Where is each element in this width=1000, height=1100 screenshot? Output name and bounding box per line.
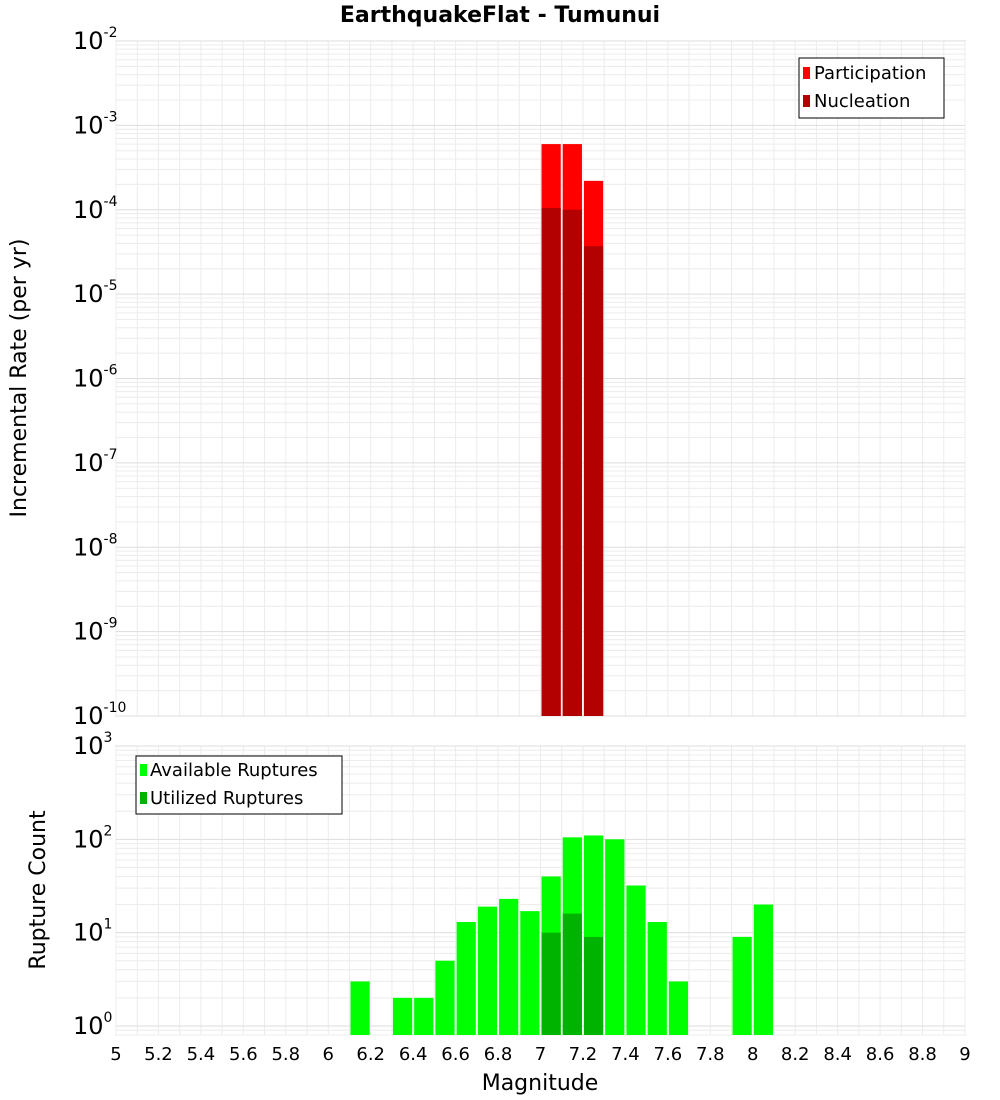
available-ruptures-bar: [499, 898, 519, 1035]
x-axis-title: Magnitude: [482, 1071, 599, 1096]
rate-y-ticks: 10-10 10-9 10-8 10-7 10-6 10-5 10-4 10-3 10-2: [73, 25, 126, 730]
utilized-ruptures-bar: [562, 913, 582, 1035]
available-ruptures-bar: [647, 922, 667, 1035]
utilized-ruptures-bar: [583, 936, 604, 1035]
x-tick-label: 8: [747, 1044, 758, 1065]
count-y-tick-label: 103: [73, 730, 112, 760]
x-tick-label: 6.6: [441, 1044, 470, 1065]
rate-y-tick-label: 10-7: [73, 447, 118, 477]
available-ruptures-bar: [605, 839, 625, 1035]
x-tick-label: 8.6: [866, 1044, 895, 1065]
participation-legend-label: Participation: [814, 63, 926, 84]
x-tick-label: 7.8: [696, 1044, 725, 1065]
count-x-ticks: 5 5.2 5.4 5.6 5.8 6 6.2 6.4 6.6 6.8 7 7.2 7.4 7.6 7.8 8…: [110, 1044, 970, 1065]
x-tick-label: 6.4: [399, 1044, 428, 1065]
count-grid: [115, 745, 966, 1036]
available-ruptures-bar: [414, 997, 434, 1035]
available-ruptures-bar: [520, 911, 540, 1035]
count-legend-box: [135, 755, 343, 815]
rate-y-tick-label: 10-5: [73, 278, 118, 308]
rate-grid: [115, 40, 966, 717]
x-tick-label: 6: [323, 1044, 334, 1065]
x-tick-label: 5.4: [187, 1044, 216, 1065]
available-swatch: [140, 764, 147, 776]
x-tick-label: 8.4: [823, 1044, 852, 1065]
x-tick-label: 9: [959, 1044, 970, 1065]
x-tick-label: 6.2: [356, 1044, 385, 1065]
count-y-axis-title: Rupture Count: [26, 810, 51, 970]
nucleation-bar: [562, 209, 582, 716]
nucleation-bar: [583, 246, 604, 716]
rate-y-axis-title: Incremental Rate (per yr): [7, 239, 32, 518]
rate-legend: Participation Nucleation: [798, 57, 945, 119]
x-tick-label: 5.2: [144, 1044, 173, 1065]
rate-y-tick-label: 10-10: [73, 700, 126, 730]
available-ruptures-bar: [477, 906, 498, 1035]
count-y-tick-label: 101: [73, 917, 112, 947]
x-tick-label: 7.2: [569, 1044, 598, 1065]
available-ruptures-bar: [435, 960, 455, 1035]
available-ruptures-bar: [350, 981, 370, 1035]
available-ruptures-bar: [456, 922, 476, 1035]
nucleation-legend-label: Nucleation: [814, 91, 910, 112]
count-y-tick-label: 100: [73, 1010, 112, 1040]
available-ruptures-bar: [668, 981, 689, 1035]
available-ruptures-bar: [753, 904, 773, 1035]
x-tick-label: 6.8: [484, 1044, 513, 1065]
x-tick-label: 7.4: [611, 1044, 640, 1065]
count-legend: Available Ruptures Utilized Ruptures: [135, 755, 343, 815]
available-ruptures-bar: [732, 936, 752, 1035]
count-y-tick-label: 102: [73, 823, 112, 853]
x-tick-label: 8.2: [781, 1044, 810, 1065]
x-tick-label: 7: [535, 1044, 546, 1065]
nucleation-swatch: [803, 95, 810, 107]
rate-y-tick-label: 10-6: [73, 363, 118, 393]
available-ruptures-bar: [626, 885, 646, 1035]
rate-y-tick-label: 10-9: [73, 616, 118, 646]
chart-title: EarthquakeFlat - Tumunui: [340, 3, 660, 28]
x-tick-label: 5.8: [271, 1044, 300, 1065]
utilized-legend-label: Utilized Ruptures: [150, 788, 303, 809]
utilized-ruptures-bar: [541, 932, 561, 1035]
nucleation-bar: [541, 207, 561, 716]
rate-y-tick-label: 10-2: [73, 25, 118, 55]
rate-panel: 10-10 10-9 10-8 10-7 10-6 10-5 10-4 10-3 10-2 In…: [7, 25, 966, 730]
x-tick-label: 5: [110, 1044, 121, 1065]
available-legend-label: Available Ruptures: [150, 760, 318, 781]
x-tick-label: 8.8: [908, 1044, 937, 1065]
count-bars: [350, 835, 773, 1035]
rate-legend-box: [798, 57, 945, 119]
rate-y-tick-label: 10-8: [73, 531, 118, 561]
rate-y-tick-label: 10-3: [73, 109, 118, 139]
participation-swatch: [803, 67, 810, 79]
rate-y-tick-label: 10-4: [73, 194, 118, 224]
count-panel: 100 101 102 103 5 5.2 5.4 5.6 5.8 6 6.2 6.4 6.6 6.8 7…: [26, 730, 971, 1096]
available-ruptures-bar: [392, 997, 413, 1035]
x-tick-label: 7.6: [654, 1044, 683, 1065]
utilized-swatch: [140, 792, 147, 804]
rate-bars: [541, 144, 604, 716]
x-tick-label: 5.6: [229, 1044, 258, 1065]
count-y-ticks: 100 101 102 103: [73, 730, 112, 1040]
